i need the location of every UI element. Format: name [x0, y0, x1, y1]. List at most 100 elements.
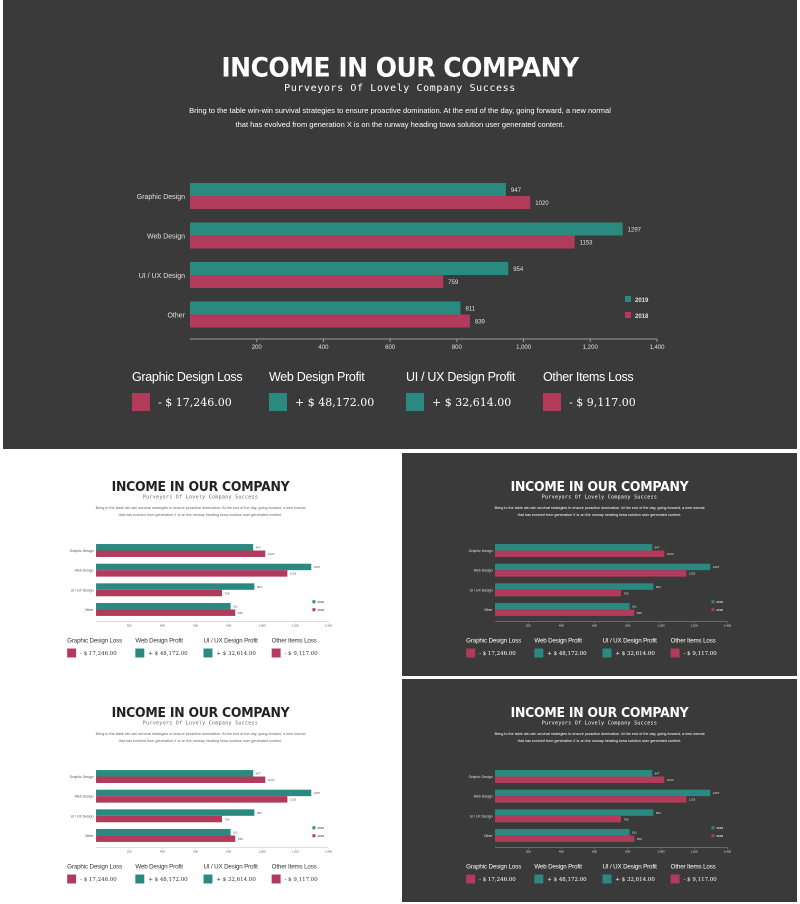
legend-swatch: [312, 826, 316, 830]
bar-2018: [96, 776, 266, 783]
value-label: 1297: [713, 565, 720, 569]
bar-chart: 200 400 600 800 1,000 1,200 1,400 Graphic Desig…: [70, 544, 333, 628]
slide-description: Bring to the table win-win survival stra…: [91, 731, 310, 745]
summary-value: + $ 32,614.00: [615, 875, 655, 883]
summary-item-1: Web Design Profit + $ 48,172.00: [135, 863, 205, 884]
value-label: 954: [656, 585, 661, 589]
summary-item-3: Other Items Loss - $ 9,117.00: [670, 637, 741, 658]
bar-2019: [495, 828, 630, 836]
category-label: UI / UX Design: [139, 273, 185, 280]
summary-title: Web Design Profit: [269, 370, 365, 384]
category-label: Web Design: [474, 569, 493, 573]
bar-2018: [190, 235, 575, 249]
legend-label: 2019: [317, 826, 324, 830]
x-tick-label: 1,400: [724, 624, 732, 628]
x-tick-label: 800: [226, 850, 231, 854]
legend-label: 2018: [716, 608, 723, 612]
slide-content: INCOME IN OUR COMPANY Purveyors Of Lovel…: [3, 453, 398, 676]
summary-item-0: Graphic Design Loss - $ 17,246.00: [67, 637, 137, 658]
summary-value: + $ 32,614.00: [615, 649, 655, 657]
x-tick-label: 1,400: [325, 850, 333, 854]
summary-value: + $ 32,614.00: [216, 875, 256, 883]
thumbnail-slide-dark-2[interactable]: INCOME IN OUR COMPANY Purveyors Of Lovel…: [402, 679, 797, 902]
value-label: 839: [238, 837, 243, 841]
x-tick-label: 1,000: [258, 850, 266, 854]
x-tick-label: 600: [193, 624, 198, 628]
summary-swatch: [534, 648, 544, 658]
bar-2019: [96, 828, 231, 836]
value-label: 839: [238, 611, 243, 615]
legend-label: 2018: [635, 314, 649, 320]
value-label: 1297: [314, 791, 321, 795]
legend-swatch: [312, 600, 316, 604]
value-label: 1153: [689, 798, 696, 802]
thumbnail-slide-light-1[interactable]: INCOME IN OUR COMPANY Purveyors Of Lovel…: [3, 453, 398, 676]
bar-2019: [96, 544, 254, 551]
summary-item-3: Other Items Loss - $ 9,117.00: [670, 863, 741, 884]
summary-swatch: [67, 874, 77, 884]
bar-2018: [96, 796, 288, 803]
summary-swatch: [602, 648, 612, 658]
bar-2019: [495, 602, 630, 610]
description-line-2: that has evolved from generation X is on…: [118, 512, 283, 518]
legend-label: 2019: [716, 600, 723, 604]
description-line-2: that has evolved from generation X is on…: [235, 120, 565, 129]
slide-title: INCOME IN OUR COMPANY: [221, 52, 579, 83]
x-tick-label: 600: [193, 850, 198, 854]
summary-item-0: Graphic Design Loss - $ 17,246.00: [132, 370, 272, 411]
summary-swatch: [466, 874, 476, 884]
slide-title: INCOME IN OUR COMPANY: [111, 705, 290, 721]
summary-value: + $ 48,172.00: [547, 649, 587, 657]
bar-2019: [190, 262, 509, 275]
x-tick-label: 200: [252, 345, 263, 351]
bar-2019: [495, 770, 653, 777]
thumbnail-slide-light-2[interactable]: INCOME IN OUR COMPANY Purveyors Of Lovel…: [3, 679, 398, 902]
legend-swatch: [625, 312, 631, 318]
x-tick-label: 400: [559, 624, 564, 628]
bar-2019: [495, 809, 654, 816]
bar-2019: [96, 602, 231, 610]
summary-item-0: Graphic Design Loss - $ 17,246.00: [466, 637, 536, 658]
x-tick-label: 1,000: [258, 624, 266, 628]
value-label: 1153: [580, 241, 594, 247]
category-label: Other: [484, 608, 494, 612]
category-label: Graphic Design: [70, 549, 94, 553]
slide-description: Bring to the table win-win survival stra…: [91, 505, 310, 519]
x-tick-label: 1,400: [325, 624, 333, 628]
x-tick-label: 1,200: [583, 345, 599, 351]
value-label: 1020: [268, 552, 275, 556]
bar-2018: [96, 550, 266, 557]
bar-2019: [96, 789, 312, 797]
legend-swatch: [312, 608, 316, 612]
x-tick-label: 800: [625, 624, 630, 628]
summary-swatch: [132, 393, 150, 411]
summary-item-2: UI / UX Design Profit + $ 32,614.00: [203, 863, 273, 884]
thumbnail-slide-dark-1[interactable]: INCOME IN OUR COMPANY Purveyors Of Lovel…: [402, 453, 797, 676]
category-label: Graphic Design: [137, 194, 185, 201]
summary-swatch: [602, 874, 612, 884]
summary-swatch: [203, 874, 213, 884]
bar-2018: [495, 815, 621, 823]
x-tick-label: 1,000: [657, 850, 665, 854]
summary-title: UI / UX Design Profit: [203, 863, 258, 871]
description-line-2: that has evolved from generation X is on…: [517, 738, 682, 744]
summary-title: UI / UX Design Profit: [602, 863, 657, 871]
x-tick-label: 1,400: [724, 850, 732, 854]
value-label: 839: [475, 320, 486, 326]
x-tick-label: 800: [625, 850, 630, 854]
summary-swatch: [67, 648, 77, 658]
bar-2019: [96, 563, 312, 571]
summary-swatch: [406, 393, 424, 411]
legend-swatch: [625, 296, 631, 302]
x-tick-label: 200: [127, 850, 132, 854]
legend-swatch: [711, 834, 715, 838]
summary-item-2: UI / UX Design Profit + $ 32,614.00: [203, 637, 273, 658]
description-line-1: Bring to the table win-win survival stra…: [494, 731, 705, 737]
slide-subtitle: Purveyors Of Lovely Company Success: [142, 494, 259, 500]
slide-content: INCOME IN OUR COMPANY Purveyors Of Lovel…: [3, 679, 398, 902]
x-tick-label: 400: [160, 850, 165, 854]
x-tick-label: 600: [385, 345, 396, 351]
summary-item-1: Web Design Profit + $ 48,172.00: [534, 637, 604, 658]
value-label: 839: [637, 837, 642, 841]
summary-value: - $ 17,246.00: [479, 649, 516, 657]
